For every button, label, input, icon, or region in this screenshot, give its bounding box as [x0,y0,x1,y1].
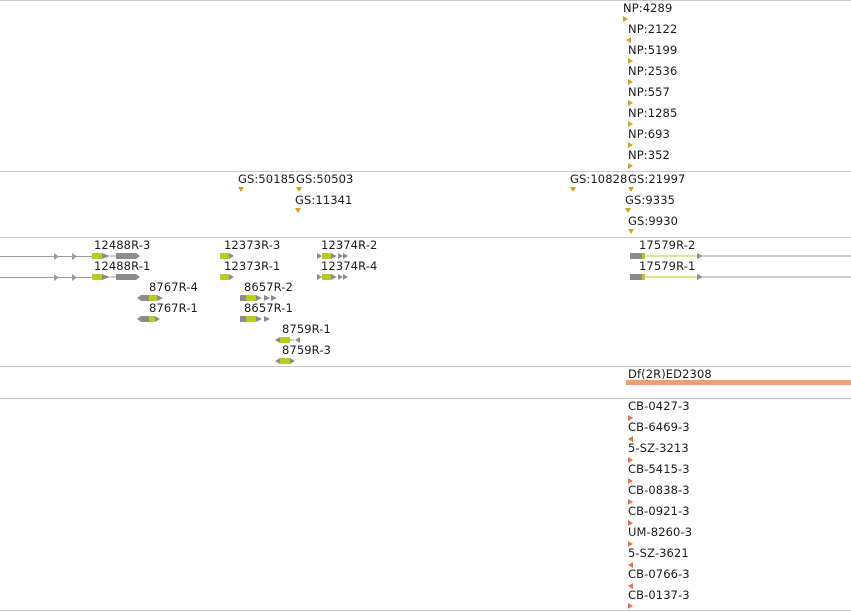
transcript-label[interactable]: 17579R-1 [639,259,696,273]
np-feature-marker-icon[interactable] [623,16,628,22]
intron-line [0,277,92,278]
insertion-label[interactable]: CB-0427-3 [628,399,690,413]
transcript-model[interactable] [240,315,280,323]
transcript-model[interactable] [137,294,165,302]
np-feature-marker-icon[interactable] [628,58,633,64]
transcript-model[interactable] [220,252,236,260]
deficiency-label[interactable]: Df(2R)ED2308 [628,367,712,381]
transcript-label[interactable]: 8657R-2 [244,280,293,294]
track-divider-df-insertions [0,398,851,399]
np-feature-marker-icon[interactable] [628,100,633,106]
gs-feature-marker-icon[interactable] [296,187,302,192]
track-divider-top [0,0,851,1]
insertion-marker-icon[interactable] [628,520,633,526]
transcript-label[interactable]: 12488R-1 [94,259,151,273]
track-divider-bottom [0,610,851,611]
np-feature-label[interactable]: NP:557 [628,85,670,99]
gs-feature-label[interactable]: GS:50503 [296,172,354,186]
transcript-model[interactable] [275,357,301,365]
gs-feature-marker-icon[interactable] [295,208,301,213]
insertion-marker-icon[interactable] [628,583,633,589]
gs-feature-label[interactable]: GS:50185 [238,172,296,186]
transcript-model[interactable] [317,252,349,260]
np-feature-marker-icon[interactable] [628,142,633,148]
np-feature-label[interactable]: NP:693 [628,127,670,141]
insertion-label[interactable]: 5-SZ-3621 [628,546,689,560]
transcript-label[interactable]: 8767R-1 [149,301,198,315]
transcript-model[interactable] [630,273,851,281]
insertion-label[interactable]: CB-5415-3 [628,462,690,476]
insertion-marker-icon[interactable] [628,478,633,484]
insertion-marker-icon[interactable] [628,499,633,505]
transcript-label[interactable]: 8759R-3 [282,343,331,357]
transcript-model[interactable] [630,252,851,260]
gs-feature-marker-icon[interactable] [628,187,634,192]
arrow-right-icon [54,274,77,281]
insertion-marker-icon[interactable] [628,457,633,463]
deficiency-bar[interactable] [626,380,851,385]
gs-feature-marker-icon[interactable] [570,187,576,192]
insertion-label[interactable]: CB-0766-3 [628,567,690,581]
np-feature-marker-icon[interactable] [628,163,633,169]
np-feature-label[interactable]: NP:2122 [628,22,678,36]
np-feature-label[interactable]: NP:352 [628,148,670,162]
gs-feature-marker-icon[interactable] [625,208,631,213]
insertion-marker-icon[interactable] [628,603,633,609]
gs-feature-label[interactable]: GS:9335 [625,193,676,207]
transcript-label[interactable]: 12488R-3 [94,238,151,252]
transcript-label[interactable]: 12373R-1 [224,259,281,273]
transcript-label[interactable]: 8657R-1 [244,301,293,315]
insertion-marker-icon[interactable] [628,541,633,547]
gs-feature-label[interactable]: GS:9930 [628,214,679,228]
insertion-marker-icon[interactable] [628,562,633,568]
transcript-label[interactable]: 12374R-2 [321,238,378,252]
transcript-model[interactable] [92,273,140,281]
transcript-model[interactable] [317,273,349,281]
np-feature-label[interactable]: NP:4289 [623,1,673,15]
track-divider-np-gs [0,171,851,172]
transcript-model[interactable] [92,252,140,260]
transcript-model[interactable] [137,315,165,323]
transcript-label[interactable]: 17579R-2 [639,238,696,252]
np-feature-label[interactable]: NP:2536 [628,64,678,78]
transcript-model[interactable] [275,336,301,344]
np-feature-label[interactable]: NP:5199 [628,43,678,57]
np-feature-label[interactable]: NP:1285 [628,106,678,120]
insertion-label[interactable]: CB-0921-3 [628,504,690,518]
track-divider-transcripts-df [0,366,851,367]
insertion-label[interactable]: CB-0137-3 [628,588,690,602]
arrow-right-icon [54,253,77,260]
gs-feature-marker-icon[interactable] [238,187,244,192]
insertion-label[interactable]: UM-8260-3 [628,525,693,539]
transcript-label[interactable]: 12373R-3 [224,238,281,252]
insertion-marker-icon[interactable] [628,436,633,442]
insertion-marker-icon[interactable] [628,415,633,421]
np-feature-marker-icon[interactable] [626,37,631,43]
track-divider-gs-transcripts [0,237,851,238]
np-feature-marker-icon[interactable] [628,121,633,127]
transcript-label[interactable]: 12374R-4 [321,259,378,273]
np-feature-marker-icon[interactable] [628,79,633,85]
gs-feature-label[interactable]: GS:21997 [628,172,686,186]
insertion-label[interactable]: CB-6469-3 [628,420,690,434]
insertion-label[interactable]: CB-0838-3 [628,483,690,497]
insertion-label[interactable]: 5-SZ-3213 [628,441,689,455]
gs-feature-label[interactable]: GS:10828 [570,172,628,186]
intron-line [0,256,92,257]
gs-feature-label[interactable]: GS:11341 [295,193,353,207]
gs-feature-marker-icon[interactable] [628,229,634,234]
transcript-model[interactable] [240,294,280,302]
transcript-label[interactable]: 8767R-4 [149,280,198,294]
transcript-label[interactable]: 8759R-1 [282,322,331,336]
transcript-model[interactable] [220,273,236,281]
